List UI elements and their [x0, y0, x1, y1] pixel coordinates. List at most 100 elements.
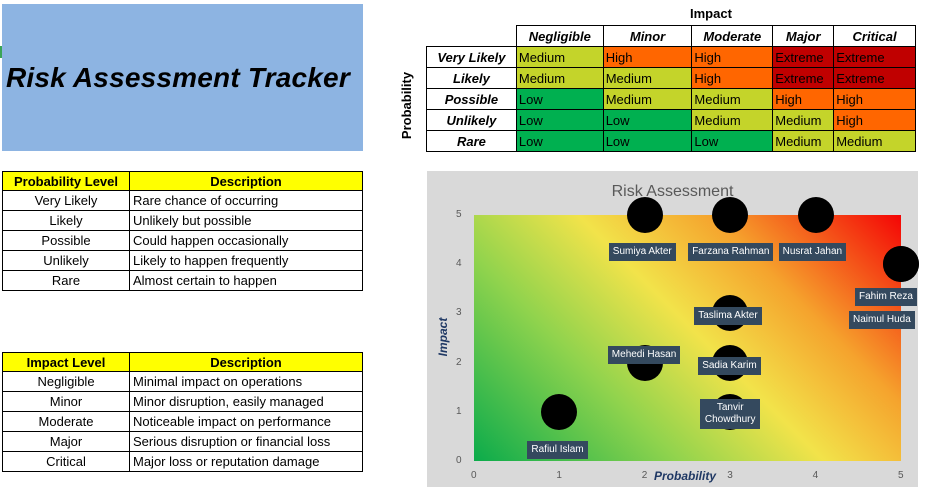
- table-row: Rare Almost certain to happen: [2, 270, 363, 291]
- matrix-cell[interactable]: Low: [691, 130, 774, 152]
- matrix-cell[interactable]: Medium: [515, 46, 604, 68]
- description-cell[interactable]: Could happen occasionally: [129, 230, 363, 251]
- data-label: Taslima Akter: [694, 307, 762, 326]
- matrix-row: Possible Low Medium Medium High High: [426, 88, 916, 110]
- level-cell[interactable]: Major: [2, 431, 130, 452]
- table-row: Minor Minor disruption, easily managed: [2, 391, 363, 412]
- level-cell[interactable]: Unlikely: [2, 250, 130, 271]
- matrix-cell[interactable]: High: [772, 88, 835, 110]
- matrix-col-header: Critical: [833, 25, 916, 47]
- matrix-cell[interactable]: Medium: [515, 67, 604, 89]
- data-label: Nusrat Jahan: [778, 243, 847, 261]
- data-point[interactable]: [541, 393, 578, 430]
- table-row: Likely Unlikely but possible: [2, 210, 363, 231]
- description-cell[interactable]: Likely to happen frequently: [129, 250, 363, 271]
- x-tick-label: 0: [471, 470, 477, 481]
- matrix-cell[interactable]: High: [833, 88, 916, 110]
- matrix-col-header: Negligible: [515, 25, 604, 47]
- matrix-col-header: Minor: [602, 25, 693, 47]
- data-point[interactable]: [626, 197, 663, 233]
- title-banner: Risk Assessment Tracker: [2, 4, 363, 151]
- table-row: Critical Major loss or reputation damage: [2, 451, 363, 472]
- table-row: Major Serious disruption or financial los…: [2, 431, 363, 452]
- level-cell[interactable]: Minor: [2, 391, 130, 412]
- matrix-cell[interactable]: High: [691, 67, 774, 89]
- matrix-cell[interactable]: Medium: [772, 109, 835, 131]
- matrix-cell[interactable]: Medium: [772, 130, 835, 152]
- y-tick-label: 0: [456, 455, 462, 466]
- matrix-cell[interactable]: High: [833, 109, 916, 131]
- description-cell[interactable]: Minimal impact on operations: [129, 371, 363, 392]
- matrix-row: Likely Medium Medium High Extreme Extrem…: [426, 67, 916, 89]
- x-tick-label: 1: [556, 470, 562, 481]
- level-cell[interactable]: Possible: [2, 230, 130, 251]
- matrix-cell[interactable]: Low: [515, 88, 604, 110]
- level-cell[interactable]: Rare: [2, 270, 130, 291]
- matrix-cell[interactable]: Low: [602, 130, 693, 152]
- matrix-cell[interactable]: Low: [515, 109, 604, 131]
- table-row: Negligible Minimal impact on operations: [2, 371, 363, 392]
- matrix-cell[interactable]: Extreme: [833, 46, 916, 68]
- data-label: Tanvir Chowdhury: [700, 398, 761, 429]
- matrix-cell[interactable]: Medium: [833, 130, 916, 152]
- matrix-impact-label: Impact: [690, 6, 732, 21]
- data-point[interactable]: [883, 246, 919, 283]
- probability-level-table: Probability Level Description Very Likel…: [2, 171, 363, 291]
- matrix-col-header: Major: [772, 25, 835, 47]
- matrix-cell[interactable]: Low: [602, 109, 693, 131]
- description-cell[interactable]: Rare chance of occurring: [129, 190, 363, 211]
- y-tick-label: 5: [456, 209, 462, 220]
- description-cell[interactable]: Minor disruption, easily managed: [129, 391, 363, 412]
- description-cell[interactable]: Serious disruption or financial loss: [129, 431, 363, 452]
- level-cell[interactable]: Very Likely: [2, 190, 130, 211]
- data-point[interactable]: [712, 197, 749, 233]
- x-axis-label: Probability: [654, 469, 717, 483]
- y-tick-label: 1: [456, 405, 462, 417]
- page-title: Risk Assessment Tracker: [6, 61, 350, 93]
- description-header: Description: [129, 171, 363, 191]
- data-label: Naimul Huda: [849, 311, 915, 330]
- x-tick-label: 5: [898, 470, 904, 481]
- matrix-row-label: Possible: [426, 88, 517, 110]
- matrix-col-header: Moderate: [691, 25, 774, 47]
- matrix-cell[interactable]: Medium: [691, 88, 774, 110]
- x-tick-label: 4: [812, 470, 819, 481]
- matrix-cell[interactable]: High: [602, 46, 693, 68]
- x-tick-label: 2: [641, 470, 648, 481]
- matrix-row: Rare Low Low Low Medium Medium: [426, 130, 916, 152]
- matrix-row-label: Likely: [426, 67, 517, 89]
- data-label: Fahim Reza: [855, 288, 917, 307]
- probability-level-header: Probability Level: [2, 171, 130, 191]
- matrix-cell[interactable]: High: [691, 46, 774, 68]
- matrix-cell[interactable]: Medium: [691, 109, 774, 131]
- y-tick-label: 4: [456, 258, 462, 270]
- level-cell[interactable]: Negligible: [2, 371, 130, 392]
- data-label: Sumiya Akter: [608, 243, 676, 261]
- y-axis-label: Impact: [436, 317, 450, 357]
- cell-marker: [0, 46, 2, 58]
- table-row: Unlikely Likely to happen frequently: [2, 250, 363, 271]
- level-cell[interactable]: Critical: [2, 451, 130, 472]
- impact-level-table: Impact Level Description Negligible Minim…: [2, 352, 363, 472]
- description-cell[interactable]: Unlikely but possible: [129, 210, 363, 231]
- matrix-cell[interactable]: Extreme: [772, 67, 835, 89]
- y-tick-label: 2: [456, 356, 462, 368]
- matrix-cell[interactable]: Medium: [602, 88, 693, 110]
- matrix-row-label: Very Likely: [426, 46, 517, 68]
- description-cell[interactable]: Almost certain to happen: [129, 270, 363, 291]
- matrix-corner: [427, 26, 517, 47]
- matrix-cell[interactable]: Low: [515, 130, 604, 152]
- data-label: Rafiul Islam: [527, 440, 588, 459]
- table-row: Possible Could happen occasionally: [2, 230, 363, 251]
- level-cell[interactable]: Likely: [2, 210, 130, 231]
- description-header: Description: [129, 352, 363, 372]
- description-cell[interactable]: Major loss or reputation damage: [129, 451, 363, 472]
- matrix-cell[interactable]: Extreme: [833, 67, 916, 89]
- matrix-cell[interactable]: Medium: [602, 67, 693, 89]
- level-cell[interactable]: Moderate: [2, 411, 130, 432]
- table-row: Moderate Noticeable impact on performance: [2, 411, 363, 432]
- matrix-row-label: Rare: [426, 130, 517, 152]
- data-point[interactable]: [797, 197, 834, 233]
- description-cell[interactable]: Noticeable impact on performance: [129, 411, 363, 432]
- matrix-cell[interactable]: Extreme: [772, 46, 835, 68]
